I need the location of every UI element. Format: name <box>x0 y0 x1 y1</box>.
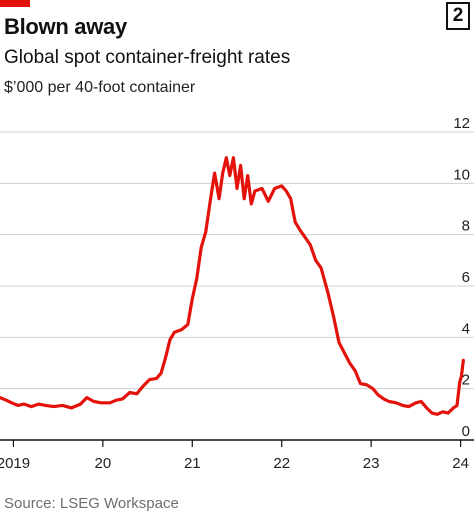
y-tick-label: 4 <box>462 320 470 337</box>
gridlines <box>0 131 474 390</box>
y-tick-label: 12 <box>453 115 470 132</box>
x-tick-label: 24 <box>452 455 469 472</box>
source-note: Source: LSEG Workspace <box>4 495 179 512</box>
chart-title: Blown away <box>4 14 127 39</box>
y-tick-label: 0 <box>462 423 470 440</box>
x-axis <box>0 439 474 447</box>
x-axis-tick-labels: 2019 20 21 22 23 24 <box>0 455 469 472</box>
x-tick-label: 23 <box>363 455 380 472</box>
unit-label: $’000 per 40-foot container <box>4 79 196 96</box>
y-tick-label: 10 <box>453 166 470 183</box>
y-tick-label: 6 <box>462 269 470 286</box>
brand-tag <box>0 0 30 7</box>
chart-number: 2 <box>446 2 470 30</box>
y-axis-tick-labels: 0 2 4 6 8 10 12 <box>453 115 470 440</box>
chart-subtitle: Global spot container-freight rates <box>4 47 291 68</box>
x-tick-label: 21 <box>184 455 201 472</box>
x-tick-label: 22 <box>273 455 290 472</box>
x-tick-label: 2019 <box>0 455 30 472</box>
y-tick-label: 8 <box>462 218 470 235</box>
x-tick-label: 20 <box>95 455 112 472</box>
series-line <box>0 156 465 416</box>
series-layer <box>0 156 465 416</box>
y-tick-label: 2 <box>462 372 470 389</box>
